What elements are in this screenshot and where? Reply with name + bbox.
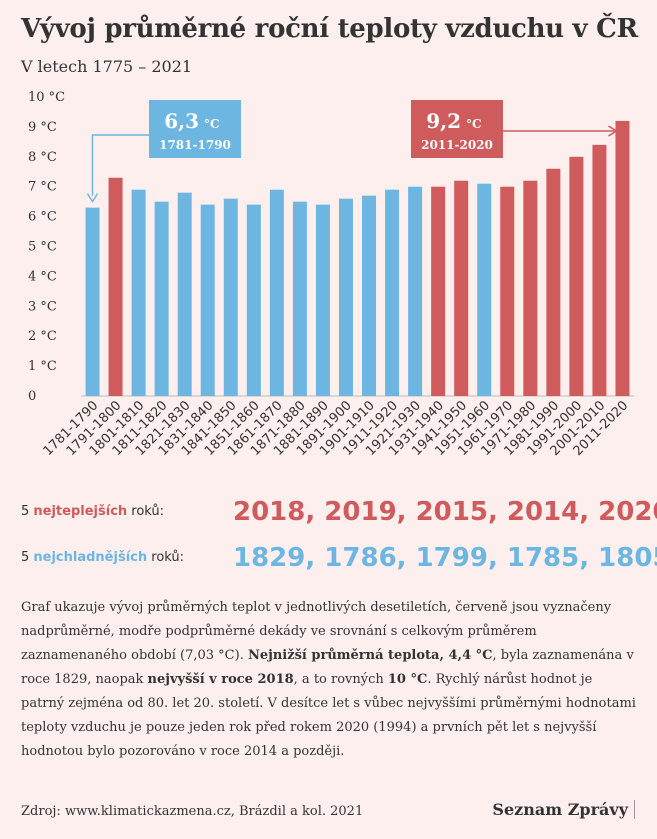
y-tick-label: 2 °C [28,329,57,344]
bar-1981-1990 [546,168,561,396]
y-axis: 0 1 °C 2 °C 3 °C 4 °C 5 °C 6 °C 7 °C 8 °C 9 °C 10 … [28,90,634,404]
bar-1831-1840 [200,204,215,396]
max-callout-arrowhead [608,125,618,137]
min-callout-box [149,100,241,158]
brand-logo: Seznam Zprávy [492,800,635,819]
bar-1841-1850 [223,198,238,396]
y-tick-label: 9 °C [28,120,57,135]
temperature-bar-chart: 0 1 °C 2 °C 3 °C 4 °C 5 °C 6 °C 7 °C 8 °C 9 °C 10 … [28,90,634,459]
bar-1941-1950 [454,180,469,396]
bar-2001-2010 [592,144,607,396]
bar-1851-1860 [246,204,261,396]
bar-2011-2020 [615,120,630,397]
min-callout-period: 1781-1790 [159,138,231,152]
bar-1951-1960 [477,183,492,396]
coldest-years-label: 5 nejchladnějších roků: [21,550,185,565]
bar-1811-1820 [154,201,169,396]
bar-1821-1830 [177,192,192,396]
bar-1861-1870 [269,189,284,396]
y-tick-label: 7 °C [28,180,57,195]
bar-1901-1910 [362,195,377,396]
warmest-years-label: 5 nejteplejších roků: [21,504,165,519]
min-callout-value: 6,3 [164,109,199,133]
y-tick-label: 1 °C [28,359,57,374]
x-axis: 1781-17901791-18001801-18101811-18201821… [41,398,632,459]
min-callout-arrowhead [86,193,99,204]
bar-1991-2000 [569,156,584,396]
page-subtitle: V letech 1775 – 2021 [21,57,193,76]
max-callout-unit: °C [466,117,482,131]
y-tick-label: 10 °C [28,90,65,105]
coldest-years-list: 1829, 1786, 1799, 1785, 1805 [233,543,657,573]
warmest-years-row: 5 nejteplejších roků: 2018, 2019, 2015, … [21,497,657,527]
bar-1921-1930 [408,186,423,396]
min-callout-unit: °C [204,117,220,131]
y-tick-label: 6 °C [28,210,57,225]
y-tick-label: 4 °C [28,269,57,284]
callouts: 6,3 °C 1781-1790 9,2 °C 2011-2020 [86,100,618,204]
bar-1801-1810 [131,189,146,396]
warmest-years-list: 2018, 2019, 2015, 2014, 2020 [233,497,657,527]
bar-1931-1940 [431,186,446,396]
bar-1911-1920 [385,189,400,396]
bars [85,120,630,397]
bar-1871-1880 [292,201,307,396]
min-callout-connector [91,134,149,196]
bar-1971-1980 [523,180,538,396]
description-text: Graf ukazuje vývoj průměrných teplot v j… [21,600,636,759]
page-title: Vývoj průměrné roční teploty vzduchu v Č… [21,14,638,44]
max-callout-box [411,100,503,158]
coldest-years-row: 5 nejchladnějších roků: 1829, 1786, 1799… [21,543,657,573]
y-tick-label: 8 °C [28,150,57,165]
bar-1881-1890 [315,204,330,396]
max-callout-value: 9,2 [426,109,461,133]
bar-1891-1900 [338,198,353,396]
source-note: Zdroj: www.klimatickazmena.cz, Brázdil a… [21,804,364,819]
bar-1961-1970 [500,186,515,396]
bar-1781-1790 [85,207,100,396]
y-tick-label: 0 [28,389,36,404]
max-callout-period: 2011-2020 [421,138,493,152]
y-tick-label: 5 °C [28,240,57,255]
y-tick-label: 3 °C [28,299,57,314]
bar-1791-1800 [108,177,123,396]
